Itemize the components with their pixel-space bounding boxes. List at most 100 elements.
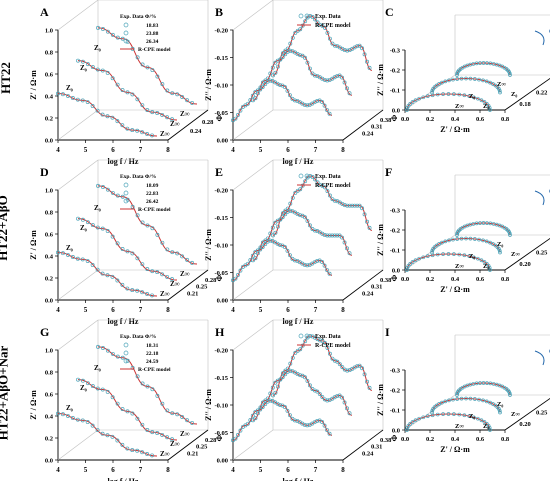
y-tick-label: 0.2 xyxy=(45,436,53,443)
data-point xyxy=(322,233,327,237)
data-point xyxy=(115,119,120,124)
data-point xyxy=(115,35,120,40)
legend-model-label: R-CPE model xyxy=(138,367,171,373)
data-point xyxy=(484,399,489,404)
data-point xyxy=(145,267,150,272)
y-tick-label: -0.05 xyxy=(214,430,228,437)
y-tick-label: -0.20 xyxy=(214,348,228,355)
z-axis-label: Φ xyxy=(390,274,399,281)
data-point xyxy=(486,424,491,428)
data-point xyxy=(65,413,70,418)
x-tick-label: 7 xyxy=(139,466,143,474)
legend-marker xyxy=(123,22,129,28)
data-point xyxy=(130,251,135,256)
data-point xyxy=(430,408,435,413)
series-label-z0: Z₀ xyxy=(80,384,87,392)
x-tick-label: 4 xyxy=(231,306,235,314)
axis-top-left-depth xyxy=(57,319,99,351)
data-point xyxy=(260,85,265,89)
data-point xyxy=(115,278,120,283)
x-tick-label: 4 xyxy=(56,466,60,474)
data-point xyxy=(435,252,440,257)
z-tick-label: 0.24 xyxy=(362,290,374,297)
data-point xyxy=(482,100,487,104)
data-point xyxy=(273,390,278,395)
data-point xyxy=(305,218,310,223)
data-point xyxy=(170,117,174,122)
data-point xyxy=(293,350,298,355)
data-point xyxy=(323,185,327,190)
x-tick-label: 0.2 xyxy=(426,276,434,283)
data-point xyxy=(273,230,278,235)
data-point xyxy=(293,190,298,195)
data-point xyxy=(268,391,273,396)
data-point xyxy=(135,288,140,293)
data-point xyxy=(446,92,451,96)
z-axis-label: Φ xyxy=(215,434,224,441)
data-point xyxy=(56,250,60,255)
data-point xyxy=(288,368,293,373)
axis-bottom-left-depth xyxy=(232,269,274,301)
data-point xyxy=(110,395,115,400)
y-tick-label: 1.0 xyxy=(45,28,53,35)
data-point xyxy=(437,242,441,246)
data-point xyxy=(150,133,154,138)
data-point xyxy=(165,88,170,93)
legend-header: Exp. Data Φ/% xyxy=(120,14,157,20)
data-point xyxy=(320,419,325,424)
y-tick-label: -0.05 xyxy=(214,270,228,277)
data-point xyxy=(337,73,342,78)
y-tick-label: -0.10 xyxy=(214,403,228,410)
z-tick-label: 0.20 xyxy=(519,421,530,428)
data-point xyxy=(481,78,485,83)
data-point xyxy=(447,398,451,403)
z-tick-label: 0.20 xyxy=(519,261,530,268)
data-point xyxy=(310,71,315,76)
data-point xyxy=(468,396,473,401)
data-point xyxy=(410,420,415,424)
data-point xyxy=(303,375,307,380)
data-point xyxy=(253,416,258,421)
series-label-zinf: Z∞ xyxy=(180,110,190,118)
series-label-z0: Z₀ xyxy=(66,84,73,92)
series-label: Z₀ xyxy=(483,103,489,110)
legend-marker xyxy=(304,173,310,179)
data-point xyxy=(318,338,322,343)
series-label: Z₀ xyxy=(469,253,475,260)
axis-bottom-left-depth xyxy=(57,109,99,141)
x-tick-label: 0.6 xyxy=(476,116,485,123)
data-point xyxy=(430,253,435,258)
data-point xyxy=(170,277,174,282)
data-point xyxy=(248,258,253,263)
x-tick-label: 8 xyxy=(341,466,345,474)
data-point xyxy=(278,243,282,247)
data-point xyxy=(325,345,330,350)
data-point xyxy=(307,66,312,71)
data-point xyxy=(120,194,125,199)
data-point xyxy=(481,381,486,385)
model-line xyxy=(232,240,333,281)
data-point xyxy=(350,203,355,208)
data-point xyxy=(105,114,110,119)
data-point xyxy=(482,420,487,424)
x-tick-label: 4 xyxy=(231,466,235,474)
data-point xyxy=(105,29,110,34)
data-point xyxy=(115,354,120,359)
data-point xyxy=(320,338,325,343)
data-point xyxy=(278,83,282,87)
omega-arrow xyxy=(534,350,545,366)
data-point xyxy=(488,80,492,85)
data-point xyxy=(160,401,165,406)
y-axis-label: Z' / Ω·m xyxy=(29,230,38,260)
data-point xyxy=(303,19,308,24)
data-point xyxy=(317,392,322,396)
data-point xyxy=(278,403,282,407)
data-point xyxy=(310,15,315,19)
data-point xyxy=(100,112,105,117)
z-axis xyxy=(342,269,384,301)
data-point xyxy=(100,226,105,231)
x-tick-label: 0.0 xyxy=(401,276,409,283)
x-tick-label: 0.2 xyxy=(426,436,434,443)
data-point xyxy=(362,212,367,217)
data-point xyxy=(271,73,275,78)
